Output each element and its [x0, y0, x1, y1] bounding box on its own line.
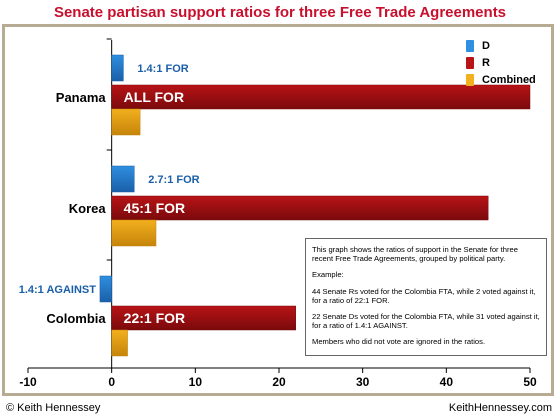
x-tick-label: -10	[19, 375, 37, 389]
legend-swatch-r	[466, 56, 474, 69]
note-paragraph: Members who did not vote are ignored in …	[312, 337, 486, 347]
x-tick-label: 20	[272, 375, 286, 389]
explanation-note: This graph shows the ratios of support i…	[305, 238, 547, 356]
bar-combined	[111, 329, 128, 357]
note-paragraph: This graph shows the ratios of support i…	[312, 245, 518, 264]
footer-site: KeithHennessey.com	[448, 402, 552, 414]
legend-swatch-d	[466, 39, 474, 52]
legend-label-d: D	[482, 39, 490, 52]
data-label: ALL FOR	[124, 89, 184, 105]
note-paragraph: 22 Senate Ds voted for the Colombia FTA,…	[312, 312, 540, 331]
legend-label-combined: Combined	[482, 73, 536, 86]
x-tick-label: 40	[440, 375, 454, 389]
data-label: 2.7:1 FOR	[148, 174, 199, 186]
bar-d	[99, 275, 112, 303]
legend-item-combined: Combined	[466, 72, 548, 87]
chart-title: Senate partisan support ratios for three…	[53, 4, 507, 21]
x-tick-label: 0	[108, 375, 115, 389]
bar-d	[111, 165, 135, 193]
bar-r	[111, 195, 489, 221]
category-label: Korea	[69, 201, 107, 216]
x-tick-label: 10	[189, 375, 203, 389]
legend-item-d: D	[466, 38, 548, 53]
legend: D R Combined	[466, 38, 548, 88]
x-tick-label: 30	[356, 375, 370, 389]
bar-combined	[111, 219, 157, 247]
data-label: 1.4:1 AGAINST	[19, 284, 97, 296]
legend-label-r: R	[482, 56, 490, 69]
legend-swatch-combined	[466, 73, 474, 86]
bar-d	[111, 54, 124, 82]
bar-r	[111, 305, 296, 331]
note-paragraph: Example:	[312, 270, 344, 280]
footer-copyright: © Keith Hennessey	[6, 402, 101, 414]
data-label: 22:1 FOR	[124, 310, 185, 326]
legend-item-r: R	[466, 55, 548, 70]
category-label: Panama	[56, 90, 107, 105]
bar-r	[111, 84, 531, 110]
note-paragraph: 44 Senate Rs voted for the Colombia FTA,…	[312, 286, 536, 305]
x-tick-label: 50	[523, 375, 537, 389]
category-label: Colombia	[46, 311, 106, 326]
data-label: 1.4:1 FOR	[137, 63, 188, 75]
data-label: 45:1 FOR	[124, 200, 185, 216]
bar-combined	[111, 108, 141, 136]
